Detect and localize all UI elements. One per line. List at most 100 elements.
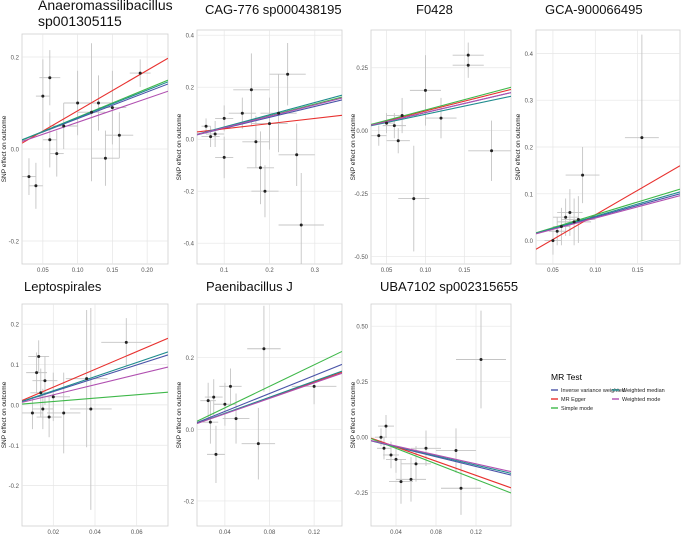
y-tick-label: 0.50 — [356, 325, 368, 331]
data-point — [295, 153, 299, 157]
y-tick-label: -0.2 — [184, 190, 195, 196]
data-point — [396, 139, 400, 143]
regression-line — [371, 88, 511, 126]
y-axis-label: SNP effect on outcome — [1, 381, 8, 448]
data-point — [62, 124, 66, 128]
regression-line — [536, 165, 680, 250]
data-point — [206, 399, 210, 403]
data-point — [138, 71, 142, 75]
chart-panel: 0.0 0.1 0.2 0.3 0.4 0.05 0.10 0.15 SNP effect on… — [515, 2, 681, 274]
data-point — [394, 457, 398, 461]
data-point — [576, 218, 580, 222]
y-axis-label: SNP effect on outcome — [350, 381, 357, 448]
data-point — [379, 435, 383, 439]
regression-line — [197, 350, 342, 422]
data-point — [90, 110, 94, 114]
plot-marks — [536, 34, 680, 255]
y-tick-label: -0.25 — [354, 491, 368, 497]
panel-title: GCA-900066495 — [545, 2, 643, 17]
data-point — [572, 220, 576, 224]
data-point — [124, 340, 128, 344]
legend-title: MR Test — [551, 372, 583, 382]
y-tick-label: 0.4 — [186, 34, 195, 40]
y-axis-label: SNP effect on outcome — [350, 113, 357, 180]
y-tick-label: 0.25 — [356, 380, 368, 386]
data-point — [204, 124, 208, 128]
data-point — [85, 377, 89, 381]
regression-line — [371, 95, 511, 127]
data-point — [400, 114, 404, 118]
data-point — [466, 53, 470, 57]
data-point — [564, 215, 568, 219]
data-point — [263, 189, 267, 193]
plot-marks — [22, 308, 168, 510]
panel-title: CAG-776 sp000438195 — [205, 2, 342, 17]
regression-line — [371, 86, 511, 125]
panel-title: F0428 — [416, 2, 453, 17]
y-tick-label: 0.2 — [525, 146, 534, 152]
regression-line — [536, 188, 680, 234]
data-point — [640, 136, 644, 140]
legend-label: MR Egger — [561, 397, 586, 403]
data-point — [377, 134, 381, 138]
regression-line — [22, 354, 168, 403]
data-point — [568, 211, 572, 215]
data-point — [47, 415, 51, 419]
data-point — [254, 140, 258, 144]
legend-items: Inverse variance weighted MR Egger Simple … — [551, 388, 665, 412]
regression-line — [22, 90, 168, 142]
regression-line — [22, 337, 168, 401]
regression-line — [197, 363, 342, 424]
plot-marks — [371, 310, 511, 515]
x-tick-label: 0.15 — [458, 268, 470, 274]
data-point — [384, 424, 388, 428]
data-point — [96, 101, 100, 105]
data-point — [228, 384, 232, 388]
legend: MR Test Inverse variance weighted MR Egge… — [551, 372, 665, 412]
panel-title: Anaeromassilibacillus sp001305115 — [38, 0, 173, 29]
data-point — [299, 223, 303, 227]
x-tick-label: 0.05 — [547, 268, 559, 274]
x-tick-label: 0.05 — [381, 268, 393, 274]
regression-line — [371, 92, 511, 126]
data-point — [41, 94, 45, 98]
data-point — [234, 417, 238, 421]
chart-panel: -0.4 -0.2 0.0 0.2 0.4 0.1 0.2 0.3 SNP effect on … — [176, 2, 343, 274]
legend-label: Inverse variance weighted — [561, 388, 625, 394]
y-axis-label: SNP effect on outcome — [176, 113, 183, 180]
y-tick-label: -0.25 — [354, 192, 368, 198]
data-point — [48, 76, 52, 80]
data-point — [412, 197, 416, 201]
legend-label: Weighted median — [622, 388, 665, 394]
y-tick-label: 0.1 — [11, 363, 20, 369]
y-tick-label: 0.00 — [356, 436, 368, 442]
x-tick-label: 0.08 — [430, 530, 442, 536]
y-tick-label: 0.0 — [525, 239, 534, 245]
data-point — [249, 88, 253, 92]
data-point — [312, 384, 316, 388]
data-point — [581, 173, 585, 177]
data-point — [117, 133, 121, 137]
y-tick-label: 0.2 — [11, 323, 20, 329]
panel-title: Paenibacillus J — [206, 279, 293, 294]
y-tick-label: 0.00 — [356, 129, 368, 135]
regression-line — [22, 366, 168, 403]
x-tick-label: 0.10 — [420, 268, 432, 274]
data-point — [62, 411, 66, 415]
x-tick-label: 0.12 — [308, 530, 320, 536]
data-point — [37, 354, 41, 358]
x-tick-label: 0.10 — [72, 268, 84, 274]
data-point — [256, 442, 260, 446]
y-tick-label: -0.1 — [9, 444, 20, 450]
data-point — [30, 411, 34, 415]
plot-marks — [371, 42, 511, 252]
y-tick-label: 0.2 — [186, 86, 195, 92]
y-tick-label: 0.4 — [525, 52, 534, 58]
x-tick-label: 0.1 — [220, 268, 229, 274]
data-point — [258, 166, 262, 170]
y-axis-label: SNP effect on outcome — [1, 115, 8, 182]
x-tick-label: 0.08 — [264, 530, 276, 536]
data-point — [424, 446, 428, 450]
x-tick-label: 0.05 — [37, 268, 49, 274]
chart-panel: -0.2 0.0 0.2 0.04 0.08 0.12 SNP effect on outc… — [176, 279, 343, 536]
